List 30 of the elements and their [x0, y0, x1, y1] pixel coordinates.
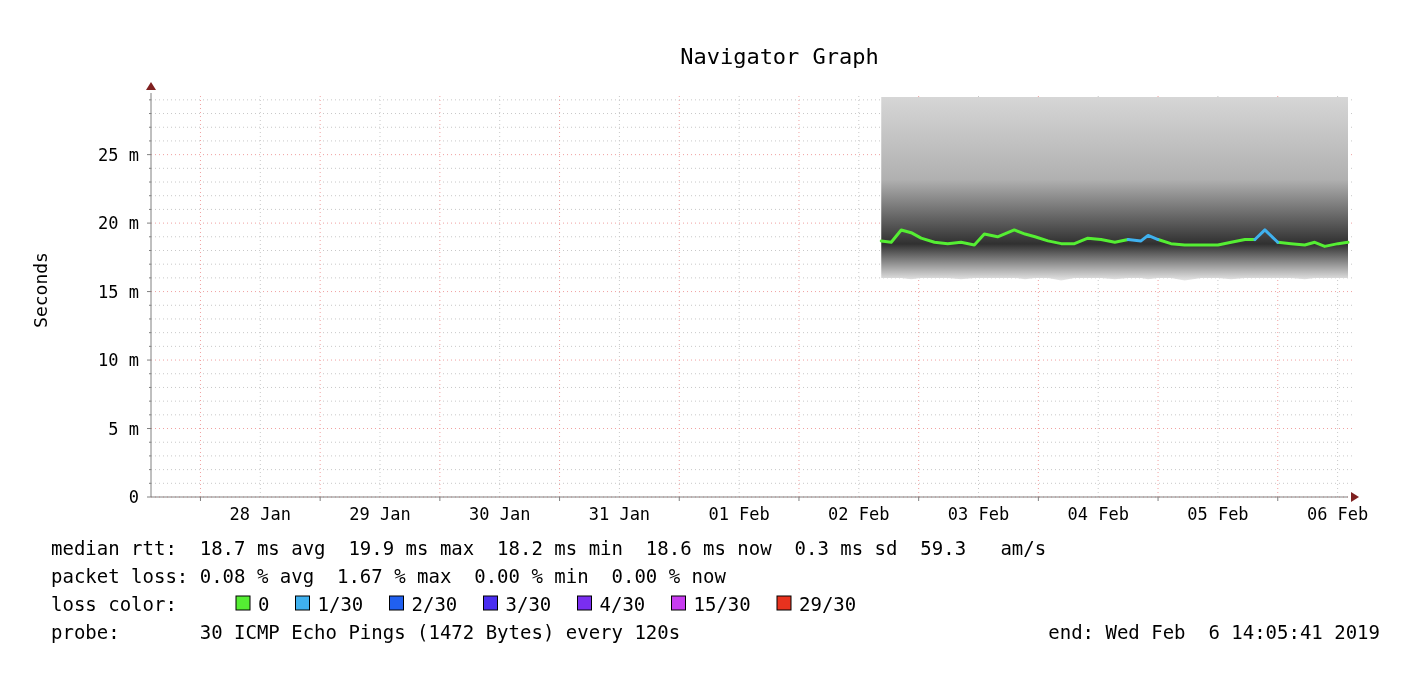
legend-label: 15/30: [693, 593, 751, 615]
x-tick-label: 30 Jan: [469, 504, 531, 524]
y-tick-label: 10 m: [98, 350, 139, 371]
legend-title: loss color:: [51, 593, 177, 615]
x-tick-label: 01 Feb: [708, 504, 770, 524]
x-tick-label: 04 Feb: [1067, 504, 1129, 524]
chart-title: Navigator Graph: [680, 44, 879, 69]
legend-label: 3/30: [505, 593, 552, 615]
x-tick-label: 03 Feb: [947, 504, 1010, 524]
legend-label: 1/30: [317, 593, 364, 615]
x-tick-label: 05 Feb: [1187, 504, 1249, 524]
text: end: Wed Feb 6 14:05:41 2019: [1048, 621, 1380, 643]
legend-label: 4/30: [599, 593, 646, 615]
y-tick-label: 25 m: [98, 144, 139, 165]
y-tick-label: 20 m: [98, 213, 139, 234]
x-tick-label: 02 Feb: [828, 504, 890, 524]
text: probe: 30 ICMP Echo Pings (1472 Bytes) every 120s: [51, 621, 681, 643]
y-tick-label: 15 m: [98, 281, 139, 302]
x-tick-label: 31 Jan: [588, 504, 651, 524]
x-tick-label: 06 Feb: [1306, 504, 1369, 524]
y-axis-title: Seconds: [30, 252, 51, 328]
y-tick-label: 5 m: [108, 418, 139, 439]
legend-label: 29/30: [799, 593, 857, 615]
legend-label: 2/30: [411, 593, 458, 615]
text: packet loss: 0.08 % avg 1.67 % max 0.00 % min 0.00 % now: [51, 565, 727, 587]
y-tick-label: 0: [128, 487, 139, 507]
text: median rtt: 18.7 ms avg 19.9 ms max 18.2 ms min 18.6 ms now 0.3 ms sd 59.3 am/s: [51, 537, 1047, 559]
x-tick-label: 29 Jan: [349, 504, 411, 524]
legend-label: 0: [258, 593, 270, 615]
x-tick-label: 28 Jan: [229, 504, 292, 524]
